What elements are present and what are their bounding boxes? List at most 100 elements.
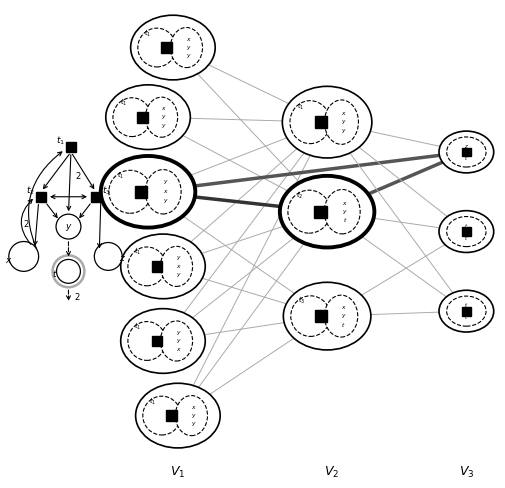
Ellipse shape bbox=[446, 296, 486, 326]
Ellipse shape bbox=[288, 190, 330, 233]
Text: $x$: $x$ bbox=[186, 36, 192, 42]
Ellipse shape bbox=[446, 217, 486, 246]
Ellipse shape bbox=[175, 396, 208, 436]
Text: $y$: $y$ bbox=[186, 43, 192, 52]
Text: $t_2$: $t_2$ bbox=[295, 190, 303, 201]
Text: $x$: $x$ bbox=[161, 105, 167, 112]
Text: $t_3$: $t_3$ bbox=[297, 295, 305, 306]
Ellipse shape bbox=[161, 246, 192, 286]
Bar bbox=[462, 227, 471, 236]
Text: $t$: $t$ bbox=[341, 321, 346, 328]
Ellipse shape bbox=[324, 189, 360, 234]
Ellipse shape bbox=[57, 260, 80, 284]
Text: $t_1$: $t_1$ bbox=[134, 321, 142, 332]
Text: $y$: $y$ bbox=[191, 420, 196, 428]
Ellipse shape bbox=[101, 156, 195, 227]
Text: 2: 2 bbox=[76, 172, 81, 182]
Ellipse shape bbox=[128, 247, 166, 286]
Text: 2: 2 bbox=[75, 293, 80, 302]
Text: $t$: $t$ bbox=[52, 268, 58, 279]
Bar bbox=[162, 42, 172, 53]
Ellipse shape bbox=[324, 100, 359, 144]
Ellipse shape bbox=[94, 243, 122, 270]
Text: $t_3$: $t_3$ bbox=[103, 184, 111, 197]
Text: $t$: $t$ bbox=[464, 222, 469, 229]
Ellipse shape bbox=[131, 15, 215, 80]
Text: $y$: $y$ bbox=[163, 197, 169, 205]
Bar bbox=[152, 261, 163, 272]
Text: $y$: $y$ bbox=[341, 126, 347, 135]
Bar bbox=[152, 336, 163, 346]
Ellipse shape bbox=[106, 85, 190, 149]
Text: $x$: $x$ bbox=[176, 263, 182, 270]
Text: $y$: $y$ bbox=[191, 411, 196, 420]
Ellipse shape bbox=[280, 176, 374, 247]
Text: $t$: $t$ bbox=[464, 234, 469, 242]
Text: $t_1$: $t_1$ bbox=[149, 395, 157, 407]
Ellipse shape bbox=[170, 27, 203, 67]
Text: $t_1$: $t_1$ bbox=[120, 97, 127, 108]
Ellipse shape bbox=[9, 242, 39, 271]
Text: $x$: $x$ bbox=[341, 304, 346, 311]
Ellipse shape bbox=[325, 295, 358, 337]
Ellipse shape bbox=[121, 308, 205, 373]
Bar bbox=[462, 147, 471, 157]
Text: $y$: $y$ bbox=[176, 271, 182, 279]
Ellipse shape bbox=[53, 255, 84, 287]
Text: $t_1$: $t_1$ bbox=[117, 170, 124, 181]
Text: $y$: $y$ bbox=[65, 222, 72, 233]
Bar bbox=[36, 192, 46, 202]
Text: $t_1$: $t_1$ bbox=[134, 246, 142, 258]
Bar bbox=[315, 116, 327, 128]
Ellipse shape bbox=[56, 214, 81, 239]
Ellipse shape bbox=[143, 396, 181, 435]
Ellipse shape bbox=[145, 169, 181, 214]
Text: $t$: $t$ bbox=[343, 216, 347, 224]
Bar bbox=[314, 205, 327, 218]
Text: $x$: $x$ bbox=[163, 188, 169, 195]
Ellipse shape bbox=[283, 282, 371, 350]
Text: $t_1$: $t_1$ bbox=[144, 27, 151, 39]
Bar bbox=[315, 310, 327, 322]
Ellipse shape bbox=[161, 321, 192, 361]
Text: $y$: $y$ bbox=[176, 254, 182, 262]
Text: $y$: $y$ bbox=[176, 328, 182, 337]
Text: $y$: $y$ bbox=[163, 178, 169, 186]
Text: $z$: $z$ bbox=[119, 254, 126, 264]
Ellipse shape bbox=[439, 211, 494, 252]
Ellipse shape bbox=[128, 322, 166, 360]
Text: $V_3$: $V_3$ bbox=[459, 465, 474, 480]
Text: $t$: $t$ bbox=[464, 313, 469, 321]
Bar bbox=[66, 142, 76, 152]
Ellipse shape bbox=[113, 98, 151, 137]
Text: $V_2$: $V_2$ bbox=[325, 465, 340, 480]
Text: $t_1$: $t_1$ bbox=[297, 101, 305, 112]
Text: $y$: $y$ bbox=[161, 113, 167, 121]
Text: 2: 2 bbox=[24, 220, 29, 228]
Ellipse shape bbox=[439, 131, 494, 173]
Text: $y$: $y$ bbox=[341, 312, 346, 320]
Ellipse shape bbox=[121, 234, 205, 299]
Text: $t$: $t$ bbox=[464, 301, 469, 309]
Text: $x$: $x$ bbox=[5, 256, 13, 265]
Text: $y$: $y$ bbox=[341, 118, 347, 126]
Text: $y$: $y$ bbox=[161, 122, 167, 130]
Text: $z$: $z$ bbox=[464, 142, 469, 149]
Bar bbox=[135, 185, 147, 198]
Bar bbox=[462, 306, 471, 316]
Bar bbox=[167, 410, 177, 421]
Ellipse shape bbox=[282, 86, 372, 158]
Ellipse shape bbox=[145, 97, 178, 137]
Bar bbox=[137, 112, 147, 122]
Ellipse shape bbox=[290, 101, 330, 143]
Text: $t$: $t$ bbox=[464, 154, 469, 162]
Text: $t_2$: $t_2$ bbox=[26, 184, 35, 197]
Ellipse shape bbox=[439, 290, 494, 332]
Ellipse shape bbox=[291, 296, 330, 336]
Text: $x$: $x$ bbox=[191, 404, 196, 410]
Text: $x$: $x$ bbox=[341, 110, 347, 117]
Text: $y$: $y$ bbox=[186, 52, 192, 60]
Text: $y$: $y$ bbox=[342, 208, 348, 216]
Text: $x$: $x$ bbox=[342, 200, 348, 207]
Ellipse shape bbox=[109, 170, 152, 213]
